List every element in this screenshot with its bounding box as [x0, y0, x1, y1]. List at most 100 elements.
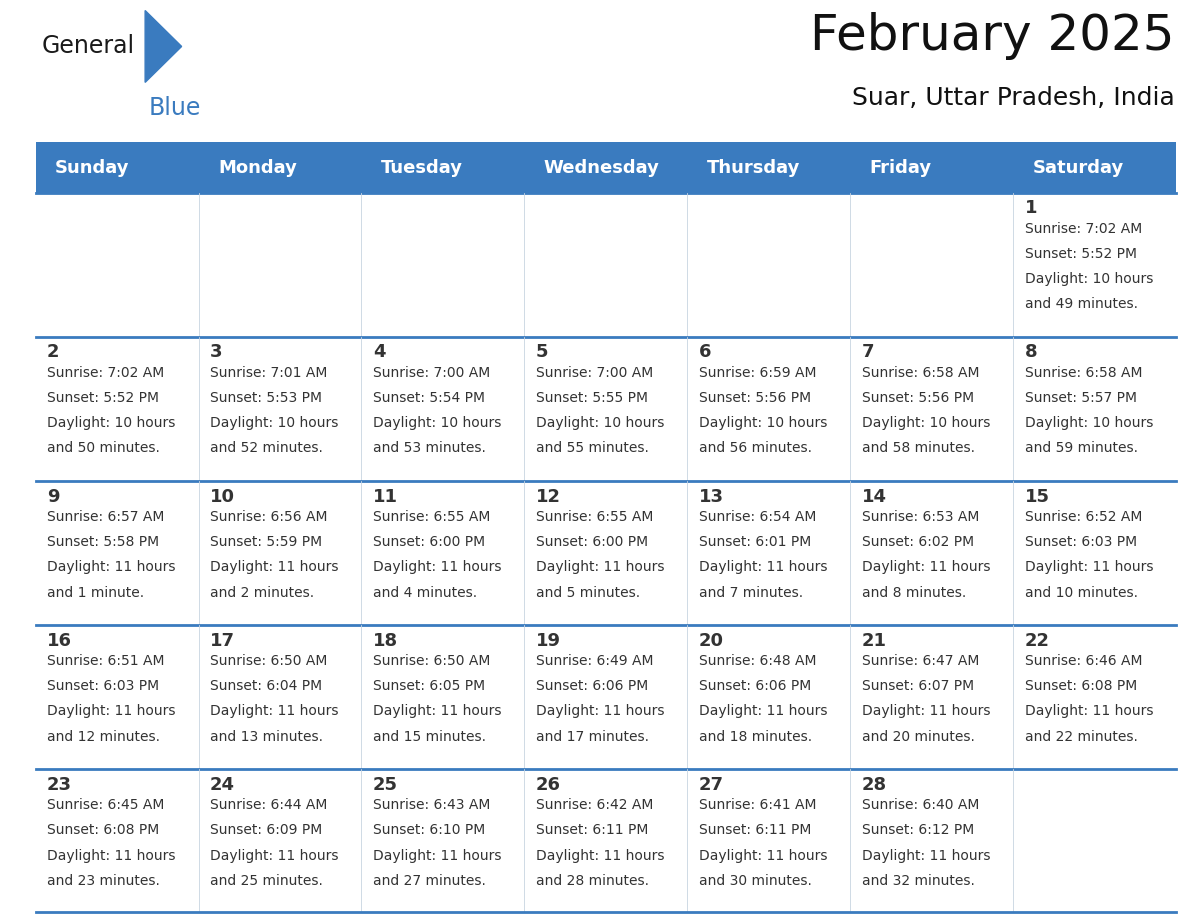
Text: Sunset: 5:52 PM: Sunset: 5:52 PM: [48, 391, 159, 405]
Text: and 7 minutes.: and 7 minutes.: [699, 586, 803, 599]
Text: Sunrise: 6:47 AM: Sunrise: 6:47 AM: [861, 654, 979, 668]
Text: 23: 23: [48, 776, 72, 794]
Text: Sunset: 6:09 PM: Sunset: 6:09 PM: [210, 823, 322, 837]
Text: and 15 minutes.: and 15 minutes.: [373, 730, 486, 744]
Text: Sunrise: 6:54 AM: Sunrise: 6:54 AM: [699, 509, 816, 524]
Text: Sunset: 6:04 PM: Sunset: 6:04 PM: [210, 679, 322, 693]
Text: and 23 minutes.: and 23 minutes.: [48, 874, 160, 888]
Text: Daylight: 11 hours: Daylight: 11 hours: [536, 704, 664, 719]
Text: 28: 28: [861, 776, 886, 794]
Text: 25: 25: [373, 776, 398, 794]
Text: 7: 7: [861, 343, 874, 362]
Text: 4: 4: [373, 343, 385, 362]
Text: Daylight: 10 hours: Daylight: 10 hours: [861, 416, 990, 431]
Text: Sunrise: 6:49 AM: Sunrise: 6:49 AM: [536, 654, 653, 668]
Text: and 5 minutes.: and 5 minutes.: [536, 586, 640, 599]
Polygon shape: [145, 10, 182, 83]
Text: and 17 minutes.: and 17 minutes.: [536, 730, 649, 744]
Text: and 18 minutes.: and 18 minutes.: [699, 730, 811, 744]
Text: 5: 5: [536, 343, 549, 362]
Text: Sunrise: 6:52 AM: Sunrise: 6:52 AM: [1024, 509, 1142, 524]
Text: Sunrise: 6:57 AM: Sunrise: 6:57 AM: [48, 509, 164, 524]
Text: Daylight: 10 hours: Daylight: 10 hours: [699, 416, 827, 431]
Text: Sunset: 6:06 PM: Sunset: 6:06 PM: [699, 679, 811, 693]
Text: and 58 minutes.: and 58 minutes.: [861, 442, 974, 455]
Text: 16: 16: [48, 632, 72, 650]
Text: 18: 18: [373, 632, 398, 650]
Text: Tuesday: Tuesday: [381, 159, 463, 176]
Text: Sunset: 5:57 PM: Sunset: 5:57 PM: [1024, 391, 1137, 405]
Text: Sunset: 6:01 PM: Sunset: 6:01 PM: [699, 535, 811, 549]
Text: Sunrise: 7:02 AM: Sunrise: 7:02 AM: [1024, 221, 1142, 236]
Text: Daylight: 11 hours: Daylight: 11 hours: [699, 848, 827, 863]
Text: Saturday: Saturday: [1032, 159, 1124, 176]
Text: Daylight: 11 hours: Daylight: 11 hours: [536, 560, 664, 575]
Text: Daylight: 11 hours: Daylight: 11 hours: [210, 704, 339, 719]
Text: and 1 minute.: and 1 minute.: [48, 586, 144, 599]
Text: Sunset: 6:02 PM: Sunset: 6:02 PM: [861, 535, 974, 549]
Text: Sunrise: 7:01 AM: Sunrise: 7:01 AM: [210, 365, 328, 380]
Text: and 59 minutes.: and 59 minutes.: [1024, 442, 1138, 455]
Text: Daylight: 11 hours: Daylight: 11 hours: [699, 560, 827, 575]
Text: February 2025: February 2025: [810, 12, 1175, 60]
Text: Sunset: 6:11 PM: Sunset: 6:11 PM: [536, 823, 649, 837]
Text: and 49 minutes.: and 49 minutes.: [1024, 297, 1138, 311]
Text: Sunrise: 6:55 AM: Sunrise: 6:55 AM: [373, 509, 491, 524]
Text: 24: 24: [210, 776, 235, 794]
Text: and 20 minutes.: and 20 minutes.: [861, 730, 974, 744]
Text: Sunrise: 6:42 AM: Sunrise: 6:42 AM: [536, 798, 653, 812]
Text: Sunrise: 6:45 AM: Sunrise: 6:45 AM: [48, 798, 164, 812]
Text: Wednesday: Wednesday: [544, 159, 659, 176]
Text: Sunset: 5:52 PM: Sunset: 5:52 PM: [1024, 247, 1137, 261]
Text: 10: 10: [210, 487, 235, 506]
Text: 1: 1: [1024, 199, 1037, 218]
Text: 19: 19: [536, 632, 561, 650]
Text: and 10 minutes.: and 10 minutes.: [1024, 586, 1138, 599]
Text: 14: 14: [861, 487, 886, 506]
Text: 21: 21: [861, 632, 886, 650]
Text: Thursday: Thursday: [707, 159, 801, 176]
Text: Daylight: 10 hours: Daylight: 10 hours: [536, 416, 664, 431]
Text: Daylight: 11 hours: Daylight: 11 hours: [48, 560, 176, 575]
Text: Sunset: 6:12 PM: Sunset: 6:12 PM: [861, 823, 974, 837]
Text: and 50 minutes.: and 50 minutes.: [48, 442, 160, 455]
Text: 3: 3: [210, 343, 222, 362]
Text: Sunrise: 7:00 AM: Sunrise: 7:00 AM: [373, 365, 491, 380]
Text: Daylight: 10 hours: Daylight: 10 hours: [1024, 272, 1154, 286]
Text: Daylight: 11 hours: Daylight: 11 hours: [861, 560, 990, 575]
Text: Daylight: 11 hours: Daylight: 11 hours: [48, 848, 176, 863]
Text: Daylight: 11 hours: Daylight: 11 hours: [536, 848, 664, 863]
Text: Sunrise: 6:44 AM: Sunrise: 6:44 AM: [210, 798, 328, 812]
Text: Daylight: 11 hours: Daylight: 11 hours: [210, 848, 339, 863]
Text: Daylight: 11 hours: Daylight: 11 hours: [210, 560, 339, 575]
Text: Sunrise: 6:43 AM: Sunrise: 6:43 AM: [373, 798, 491, 812]
Text: Friday: Friday: [870, 159, 931, 176]
Text: Sunrise: 6:40 AM: Sunrise: 6:40 AM: [861, 798, 979, 812]
Text: Sunset: 6:03 PM: Sunset: 6:03 PM: [48, 679, 159, 693]
Text: and 22 minutes.: and 22 minutes.: [1024, 730, 1137, 744]
Text: Daylight: 11 hours: Daylight: 11 hours: [373, 704, 501, 719]
Text: and 25 minutes.: and 25 minutes.: [210, 874, 323, 888]
Text: Daylight: 11 hours: Daylight: 11 hours: [48, 704, 176, 719]
Text: Daylight: 11 hours: Daylight: 11 hours: [861, 704, 990, 719]
Text: and 30 minutes.: and 30 minutes.: [699, 874, 811, 888]
Text: Sunrise: 6:58 AM: Sunrise: 6:58 AM: [861, 365, 979, 380]
Text: Daylight: 11 hours: Daylight: 11 hours: [1024, 560, 1154, 575]
Text: Sunset: 6:07 PM: Sunset: 6:07 PM: [861, 679, 974, 693]
Text: 26: 26: [536, 776, 561, 794]
Text: Sunrise: 6:48 AM: Sunrise: 6:48 AM: [699, 654, 816, 668]
Text: Sunset: 6:08 PM: Sunset: 6:08 PM: [1024, 679, 1137, 693]
Text: Sunrise: 6:51 AM: Sunrise: 6:51 AM: [48, 654, 165, 668]
Text: Sunday: Sunday: [55, 159, 129, 176]
Text: and 2 minutes.: and 2 minutes.: [210, 586, 314, 599]
Text: Daylight: 10 hours: Daylight: 10 hours: [210, 416, 339, 431]
Text: and 55 minutes.: and 55 minutes.: [536, 442, 649, 455]
Text: Sunrise: 6:41 AM: Sunrise: 6:41 AM: [699, 798, 816, 812]
Text: Sunrise: 6:59 AM: Sunrise: 6:59 AM: [699, 365, 816, 380]
Text: Sunset: 6:10 PM: Sunset: 6:10 PM: [373, 823, 485, 837]
Text: Sunset: 5:53 PM: Sunset: 5:53 PM: [210, 391, 322, 405]
Text: 2: 2: [48, 343, 59, 362]
Text: Sunset: 5:56 PM: Sunset: 5:56 PM: [861, 391, 974, 405]
Text: Daylight: 11 hours: Daylight: 11 hours: [861, 848, 990, 863]
Text: 8: 8: [1024, 343, 1037, 362]
